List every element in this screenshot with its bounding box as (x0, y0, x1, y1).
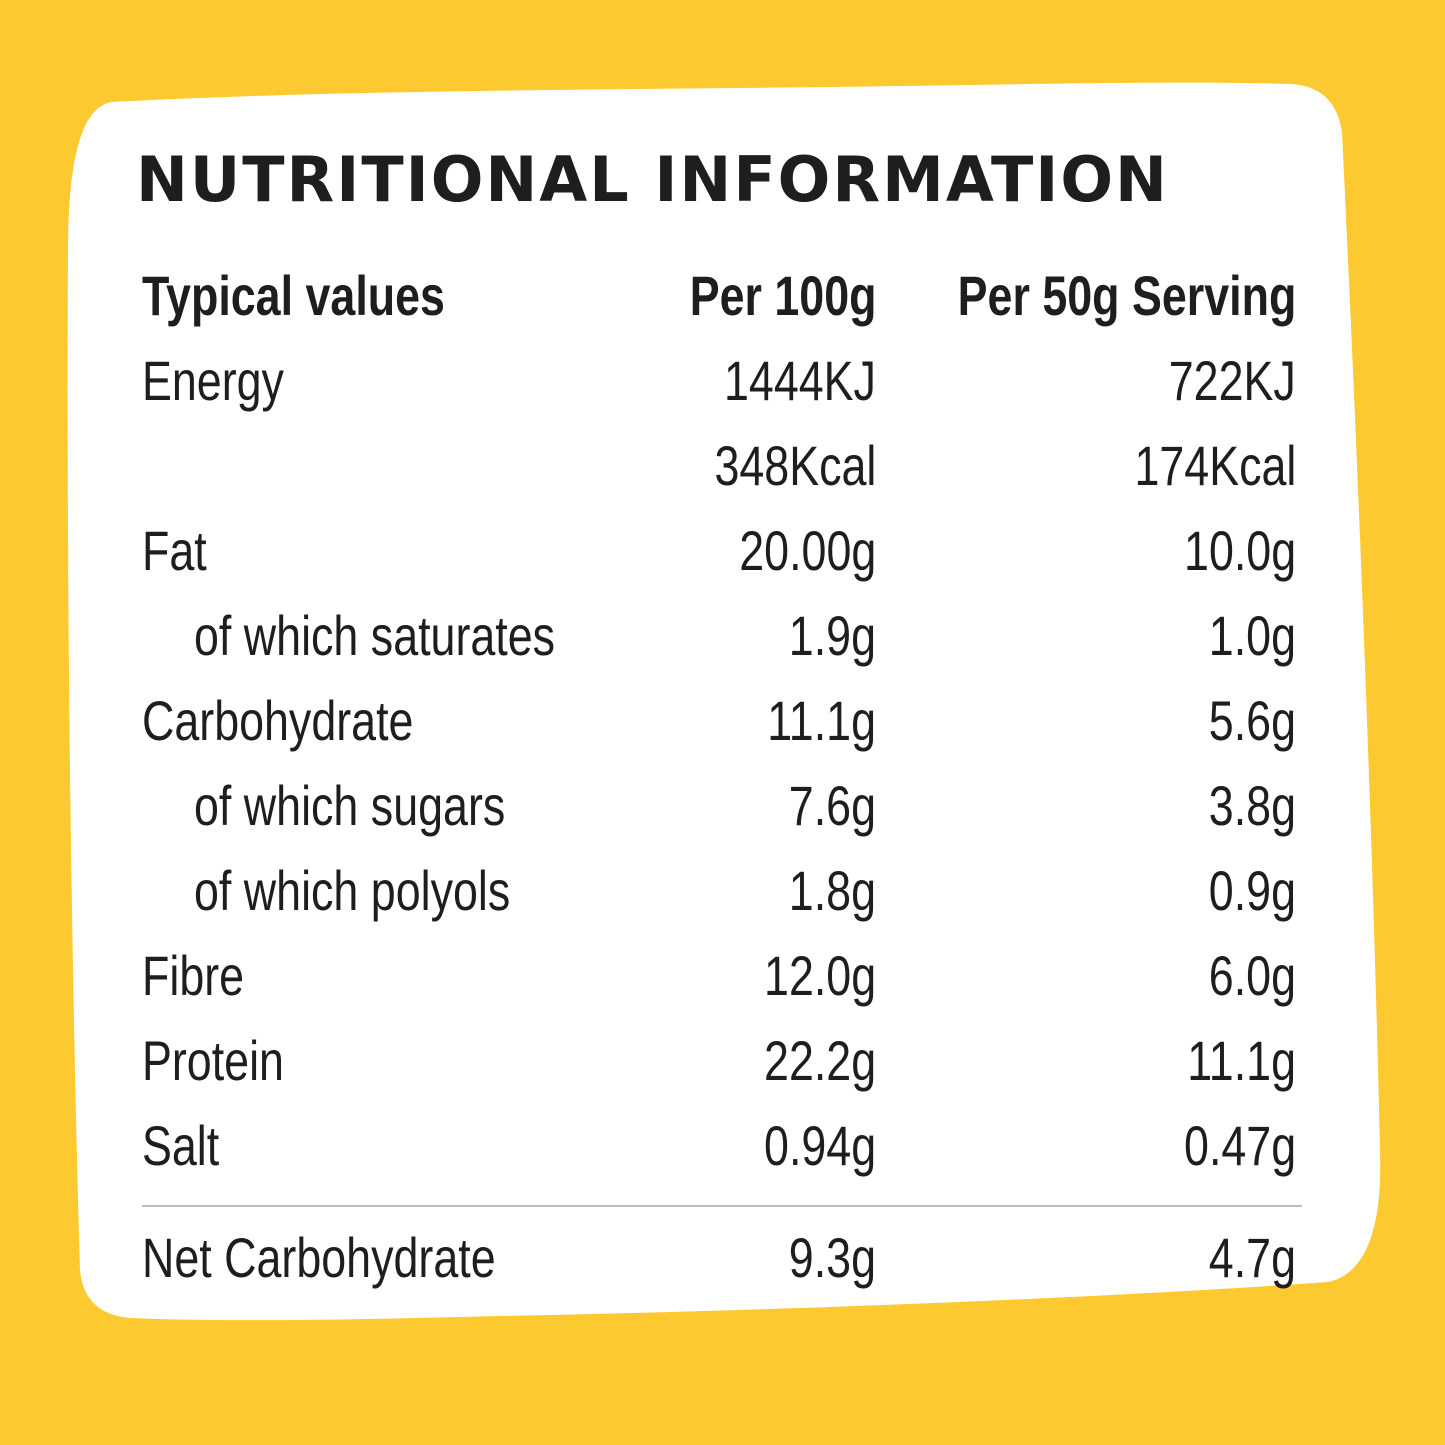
row-per-serving: 174Kcal (1134, 434, 1296, 497)
row-per-serving: 3.8g (1208, 774, 1296, 837)
row-per-serving: 5.6g (1208, 689, 1296, 752)
table-row-saturates: of which saturates 1.9g 1.0g (142, 593, 1296, 678)
row-label: of which saturates (194, 604, 556, 667)
row-label: Salt (142, 1114, 220, 1177)
row-label: of which sugars (194, 774, 506, 837)
table-header-row: Typical values Per 100g Per 50g Serving (142, 253, 1296, 338)
row-per-100g: 1.8g (788, 859, 876, 922)
row-label: Fibre (142, 944, 245, 1007)
table-row-polyols: of which polyols 1.8g 0.9g (142, 848, 1296, 933)
table-row-fibre: Fibre 12.0g 6.0g (142, 933, 1296, 1018)
row-per-100g: 1444KJ (724, 349, 876, 412)
table-row-carbohydrate: Carbohydrate 11.1g 5.6g (142, 678, 1296, 763)
row-label: of which polyols (194, 859, 511, 922)
header-per-serving: Per 50g Serving (957, 264, 1296, 327)
table-divider (142, 1205, 1302, 1207)
row-label: Energy (142, 349, 284, 412)
header-typical-values: Typical values (142, 264, 445, 327)
table-row-fat: Fat 20.00g 10.0g (142, 508, 1296, 593)
row-per-100g: 1.9g (788, 604, 876, 667)
row-per-100g: 0.94g (763, 1114, 876, 1177)
white-panel-shape (67, 82, 1381, 1321)
table-row-net-carbohydrate: Net Carbohydrate 9.3g 4.7g (142, 1215, 1296, 1300)
header-per-100g: Per 100g (689, 264, 876, 327)
row-per-serving: 10.0g (1183, 519, 1296, 582)
nutrition-title: NUTRITIONAL INFORMATION (136, 143, 1169, 216)
row-per-100g: 11.1g (767, 689, 876, 752)
row-per-serving: 0.47g (1183, 1114, 1296, 1177)
table-row-protein: Protein 22.2g 11.1g (142, 1018, 1296, 1103)
row-per-100g: 20.00g (738, 519, 876, 582)
row-per-serving: 0.9g (1208, 859, 1296, 922)
row-label: Fat (142, 519, 207, 582)
table-row-energy-kj: Energy 1444KJ 722KJ (142, 338, 1296, 423)
row-per-100g: 9.3g (788, 1226, 876, 1289)
row-label: Net Carbohydrate (142, 1226, 496, 1289)
row-per-100g: 22.2g (763, 1029, 876, 1092)
row-per-serving: 6.0g (1208, 944, 1296, 1007)
row-per-100g: 348Kcal (714, 434, 876, 497)
table-row-energy-kcal: 348Kcal 174Kcal (142, 423, 1296, 508)
row-label: Protein (142, 1029, 284, 1092)
row-per-serving: 4.7g (1208, 1226, 1296, 1289)
row-label: Carbohydrate (142, 689, 414, 752)
row-per-100g: 12.0g (763, 944, 876, 1007)
row-per-serving: 1.0g (1208, 604, 1296, 667)
row-per-serving: 11.1g (1187, 1029, 1296, 1092)
row-per-100g: 7.6g (788, 774, 876, 837)
table-row-sugars: of which sugars 7.6g 3.8g (142, 763, 1296, 848)
row-per-serving: 722KJ (1168, 349, 1296, 412)
table-row-salt: Salt 0.94g 0.47g (142, 1103, 1296, 1188)
